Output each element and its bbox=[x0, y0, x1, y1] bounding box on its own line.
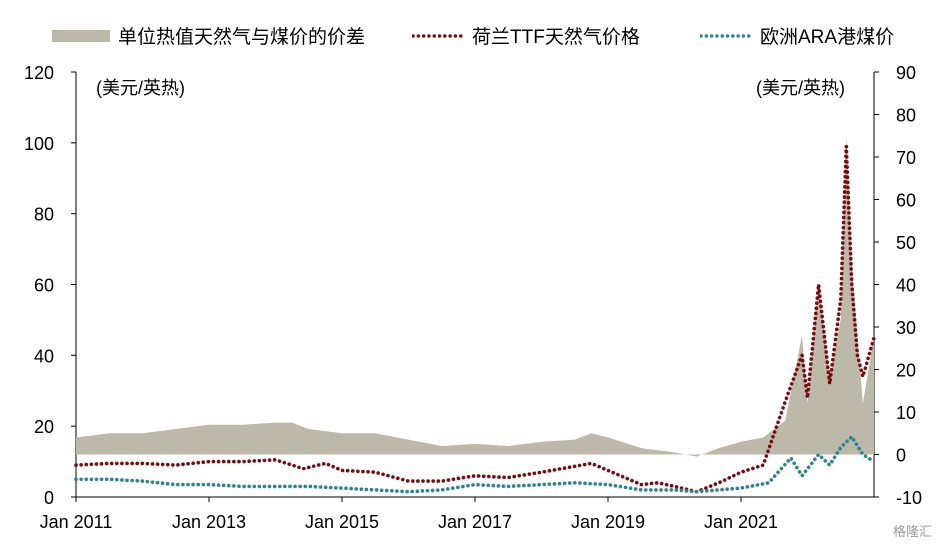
x-tick-label: Jan 2011 bbox=[40, 512, 113, 532]
right-tick-label: 0 bbox=[896, 446, 906, 466]
x-tick-label: Jan 2017 bbox=[438, 512, 512, 532]
legend-item-coal: 欧洲ARA港煤价 bbox=[700, 22, 894, 49]
right-tick-label: 40 bbox=[896, 276, 916, 296]
series-line-ttf bbox=[74, 144, 876, 494]
left-tick-label: 120 bbox=[24, 63, 54, 83]
x-tick-label: Jan 2013 bbox=[172, 512, 246, 532]
legend-label-ttf: 荷兰TTF天然气价格 bbox=[472, 27, 640, 48]
left-tick-label: 80 bbox=[34, 205, 54, 225]
right-tick-label: 20 bbox=[896, 361, 916, 381]
right-tick-label: 50 bbox=[896, 233, 916, 253]
left-tick-label: 40 bbox=[34, 346, 54, 366]
left-tick-label: 60 bbox=[34, 276, 54, 296]
left-tick-label: 0 bbox=[44, 488, 54, 508]
left-axis-unit: (美元/英热) bbox=[96, 78, 185, 98]
series-area-spread bbox=[76, 135, 874, 457]
legend-swatch-ttf bbox=[412, 33, 464, 38]
x-tick-label: Jan 2015 bbox=[305, 512, 379, 532]
legend-swatch-coal bbox=[700, 33, 752, 38]
watermark: 格隆汇 bbox=[892, 524, 932, 539]
left-tick-label: 20 bbox=[34, 417, 54, 437]
left-tick-label: 100 bbox=[24, 134, 54, 154]
x-tick-label: Jan 2019 bbox=[571, 512, 645, 532]
legend-item-ttf: 荷兰TTF天然气价格 bbox=[412, 22, 640, 49]
right-tick-label: -10 bbox=[896, 488, 922, 508]
x-tick-label: Jan 2021 bbox=[704, 512, 778, 532]
right-tick-label: 90 bbox=[896, 63, 916, 83]
legend-label-coal: 欧洲ARA港煤价 bbox=[760, 27, 895, 48]
right-tick-label: 60 bbox=[896, 191, 916, 211]
series-line-coal bbox=[74, 434, 876, 494]
legend: 单位热值天然气与煤价的价差 荷兰TTF天然气价格 欧洲ARA港煤价 bbox=[0, 22, 942, 50]
right-tick-label: 10 bbox=[896, 403, 916, 423]
legend-swatch-area bbox=[52, 29, 110, 42]
right-tick-label: 70 bbox=[896, 148, 916, 168]
right-tick-label: 30 bbox=[896, 318, 916, 338]
right-axis-unit: (美元/英热) bbox=[756, 78, 845, 98]
right-tick-label: 80 bbox=[896, 106, 916, 126]
legend-label-spread: 单位热值天然气与煤价的价差 bbox=[118, 27, 366, 48]
legend-item-spread: 单位热值天然气与煤价的价差 bbox=[52, 22, 365, 49]
